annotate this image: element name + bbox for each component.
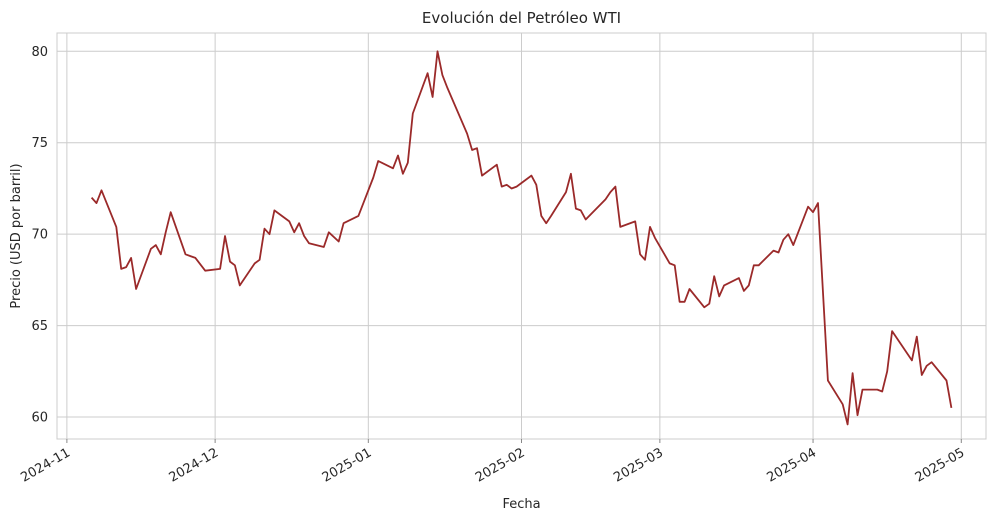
y-tick-label: 70 (31, 228, 48, 243)
chart-title: Evolución del Petróleo WTI (422, 9, 621, 27)
grid-lines (57, 33, 986, 439)
y-tick-label: 65 (31, 319, 48, 334)
wti-price-line (90, 50, 953, 426)
y-axis-label: Precio (USD por barril) (9, 163, 24, 308)
y-tick-label: 60 (31, 411, 48, 426)
y-tick-label: 75 (31, 136, 48, 151)
y-tick-label: 80 (31, 45, 48, 60)
x-axis-label: Fecha (502, 497, 540, 512)
